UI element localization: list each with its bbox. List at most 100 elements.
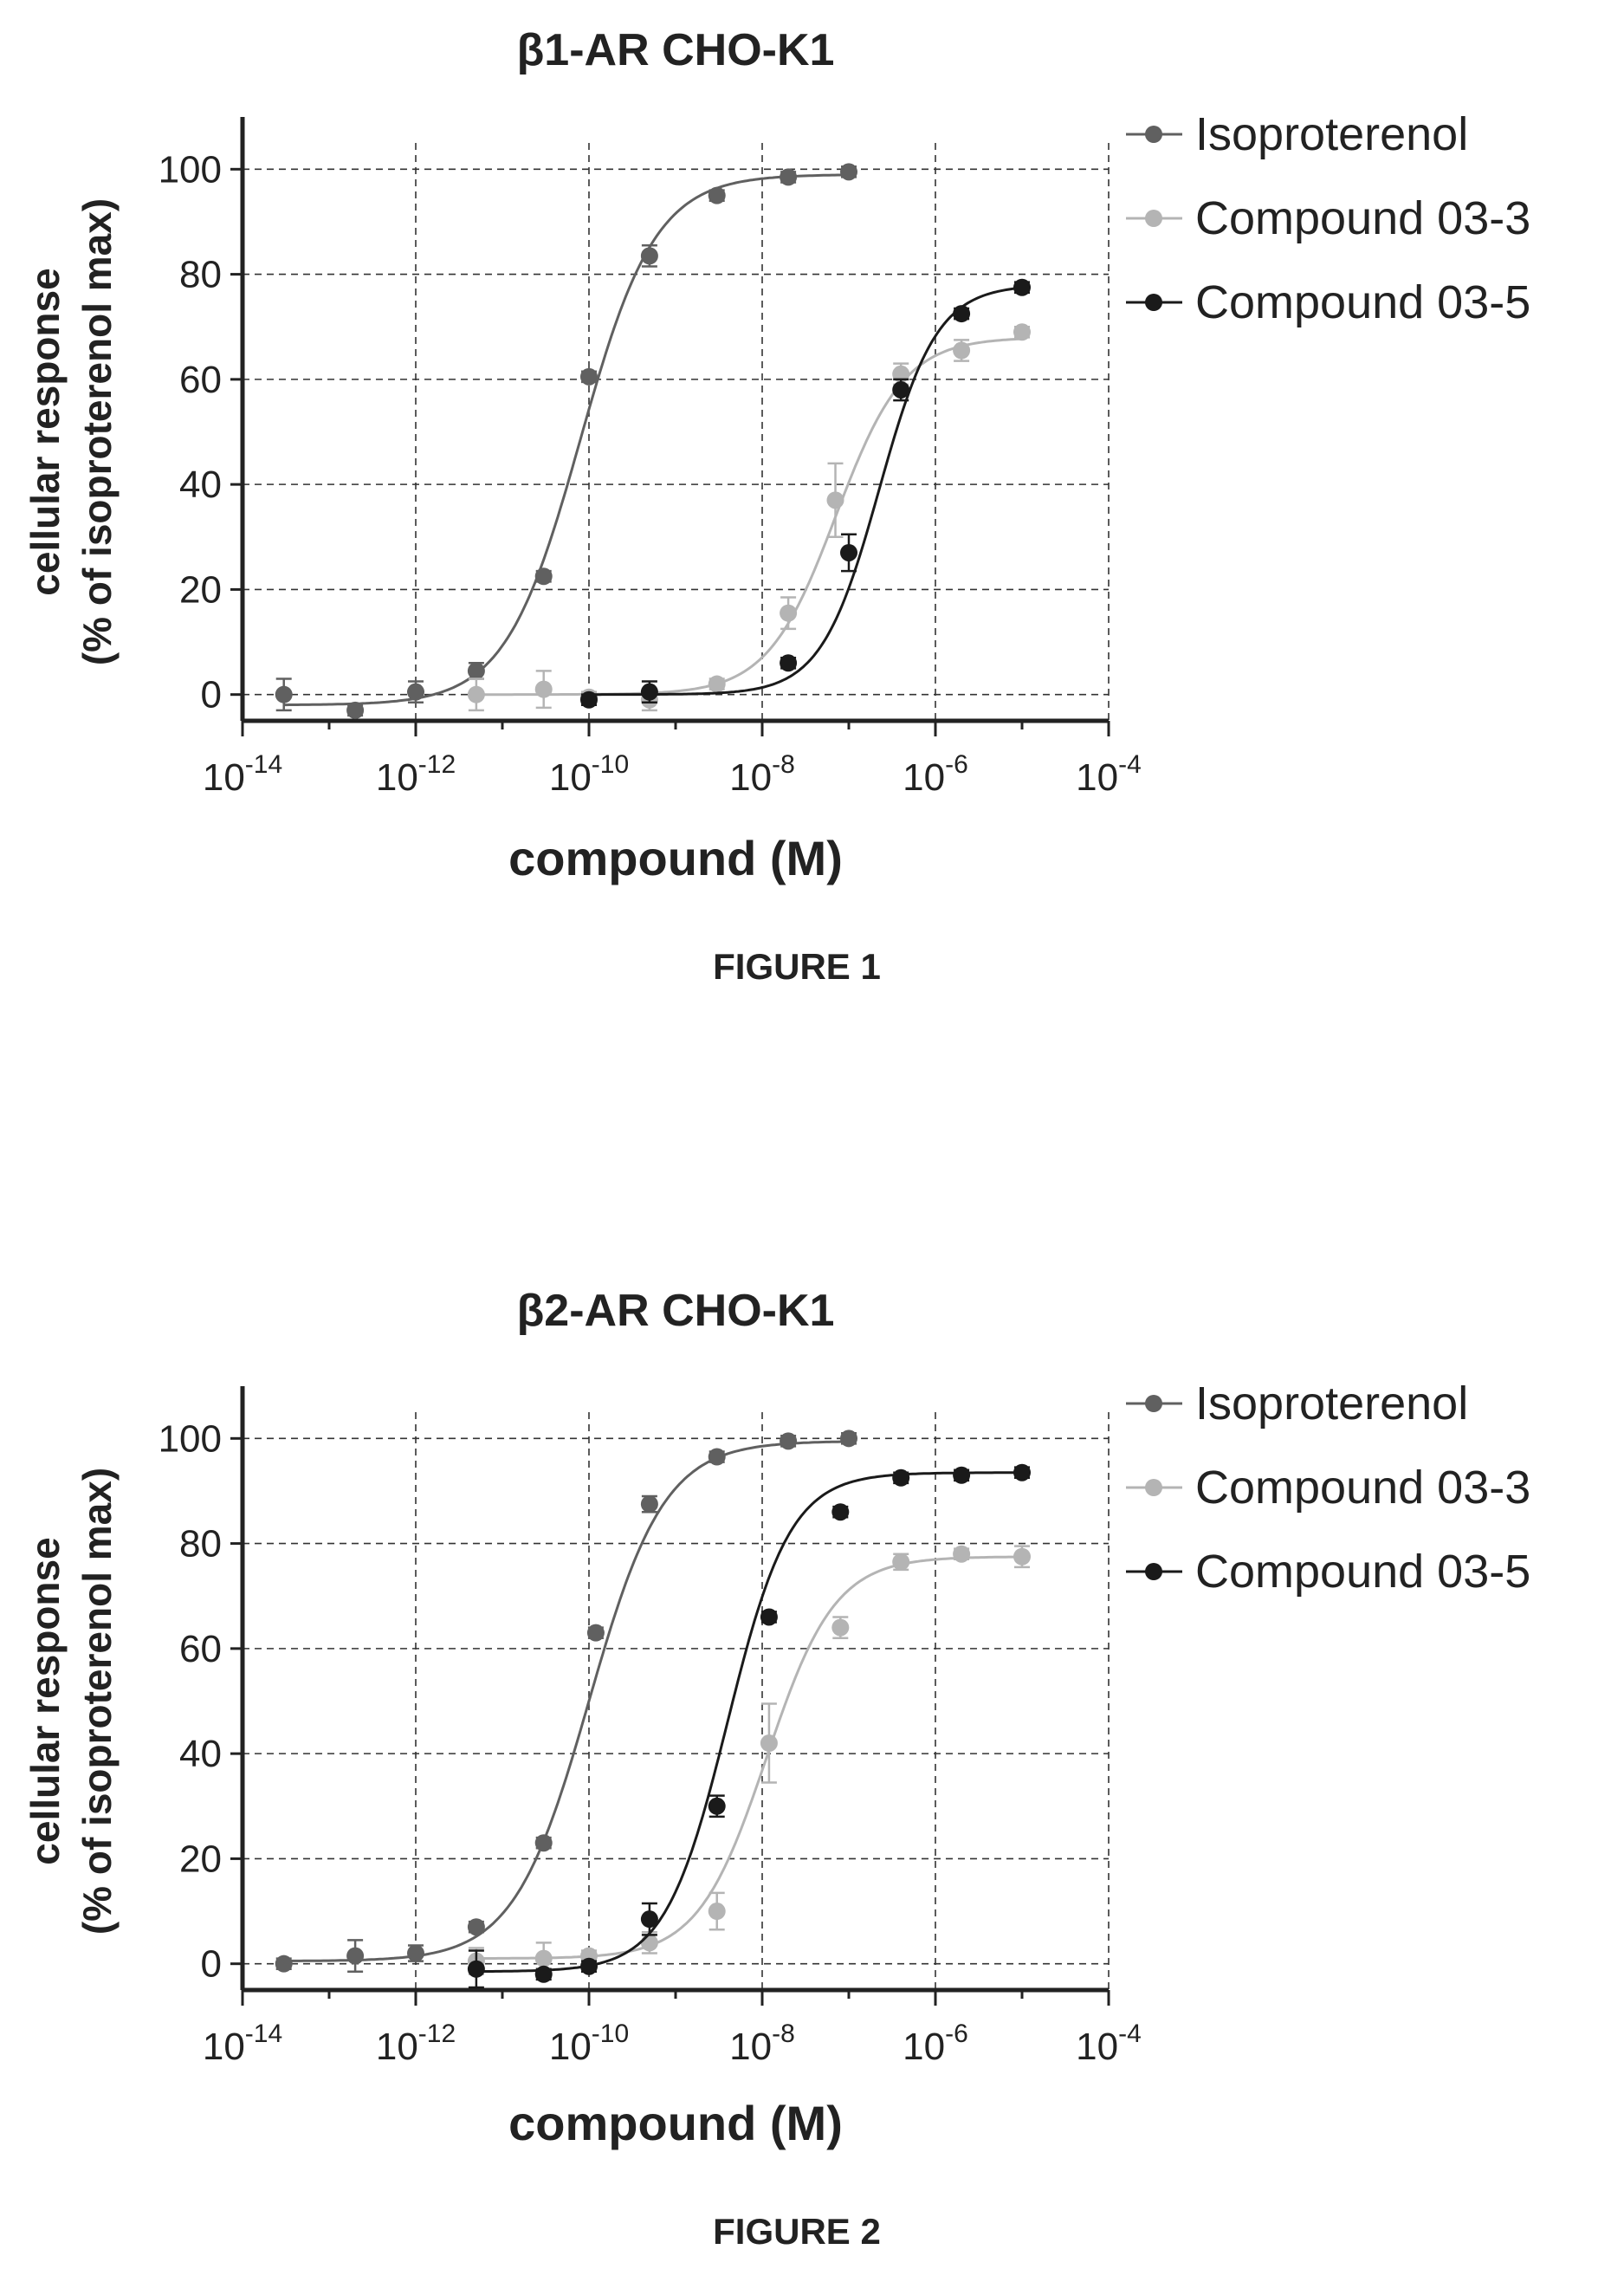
- y-tick-label: 60: [179, 359, 222, 401]
- data-point: [760, 1734, 778, 1753]
- data-point: [467, 1918, 485, 1936]
- data-point: [346, 701, 365, 719]
- series-isoproterenol: [275, 1429, 857, 1974]
- fit-curve: [476, 337, 1023, 697]
- x-tick-label: 10-8: [729, 2019, 795, 2068]
- data-point: [640, 247, 658, 265]
- x-tick-label: 10-10: [549, 750, 629, 799]
- x-tick-label: 10-14: [203, 2019, 282, 2068]
- data-point: [640, 683, 658, 701]
- data-point: [640, 1910, 658, 1929]
- legend-item: Compound 03-3: [1126, 1462, 1530, 1514]
- legend-item: Isoproterenol: [1126, 108, 1468, 160]
- x-tick-label: 10-4: [1076, 2019, 1142, 2068]
- data-point: [407, 1944, 424, 1962]
- fit-curve: [283, 173, 849, 707]
- data-point: [780, 1432, 798, 1450]
- data-point: [708, 675, 726, 693]
- data-point: [760, 1608, 778, 1626]
- data-point: [831, 1618, 850, 1637]
- fit-curve: [283, 1440, 850, 1962]
- x-axis-label: compound (M): [508, 831, 843, 885]
- legend-label: Compound 03-5: [1195, 1546, 1530, 1598]
- data-point: [892, 380, 910, 399]
- x-tick-label: 10-8: [729, 750, 795, 799]
- series-compound-03-3: [467, 323, 1031, 712]
- data-point: [346, 1947, 365, 1965]
- data-point: [708, 186, 726, 204]
- figure-caption: FIGURE 1: [713, 946, 881, 987]
- data-point: [708, 1448, 726, 1466]
- legend-label: Compound 03-5: [1195, 276, 1530, 328]
- chart-1: β1-AR CHO-K1 0 20 40 60 80 100 10-14 10-12 10-10 1…: [23, 25, 1530, 987]
- fit-curve: [476, 1555, 1022, 1960]
- legend-item: Compound 03-5: [1126, 1546, 1530, 1598]
- legend-label: Compound 03-3: [1195, 192, 1530, 244]
- legend-marker: [1145, 1479, 1162, 1496]
- data-point: [780, 168, 798, 186]
- series-compound-03-5: [467, 1463, 1031, 1989]
- data-point: [534, 680, 553, 698]
- y-tick-label: 0: [201, 674, 222, 716]
- x-tick-label: 10-10: [549, 2019, 629, 2068]
- data-point: [708, 1797, 726, 1815]
- y-tick-label: 100: [159, 148, 222, 191]
- x-tick-label: 10-14: [203, 750, 282, 799]
- y-tick-label: 60: [179, 1628, 222, 1670]
- legend-label: Isoproterenol: [1195, 108, 1468, 160]
- chart-title: β2-AR CHO-K1: [517, 1286, 835, 1336]
- legend-label: Isoproterenol: [1195, 1378, 1468, 1429]
- series-compound-03-3: [467, 1545, 1031, 1976]
- data-point: [826, 491, 844, 509]
- data-point: [534, 1834, 553, 1852]
- data-point: [534, 567, 553, 586]
- data-point: [1013, 323, 1031, 341]
- data-point: [1013, 1547, 1031, 1566]
- data-point: [586, 1624, 605, 1642]
- y-tick-label: 40: [179, 464, 222, 506]
- y-axis-label-line2: (% of isoproterenol max): [74, 1468, 120, 1935]
- data-point: [1013, 278, 1031, 296]
- data-point: [580, 367, 598, 386]
- data-point: [467, 1960, 485, 1978]
- x-tick-label: 10-6: [903, 2019, 968, 2068]
- data-point: [467, 685, 485, 703]
- fit-curve: [476, 1471, 1022, 1974]
- data-point: [275, 685, 293, 703]
- legend-label: Compound 03-3: [1195, 1462, 1530, 1514]
- data-point: [953, 1545, 971, 1563]
- y-tick-label: 0: [201, 1943, 222, 1986]
- data-point: [467, 662, 485, 680]
- data-point: [640, 1934, 658, 1952]
- x-tick-label: 10-4: [1076, 750, 1142, 799]
- data-point: [407, 683, 424, 701]
- legend-marker: [1145, 210, 1162, 227]
- series-isoproterenol: [275, 163, 857, 719]
- y-tick-label: 100: [159, 1417, 222, 1460]
- fit-curve: [589, 286, 1023, 697]
- chart-2: β2-AR CHO-K1 0 20 40 60 80 100 10-14 10-12 10-10 1…: [23, 1286, 1530, 2252]
- x-tick-label: 10-12: [376, 750, 456, 799]
- series-compound-03-5: [580, 278, 1031, 709]
- legend-marker: [1145, 294, 1162, 311]
- data-point: [780, 654, 798, 672]
- legend-marker: [1145, 1395, 1162, 1412]
- y-tick-label: 80: [179, 1523, 222, 1566]
- x-tick-label: 10-6: [903, 750, 968, 799]
- data-point: [640, 1495, 658, 1514]
- legend-marker: [1145, 126, 1162, 143]
- data-point: [892, 1553, 910, 1571]
- data-point: [1013, 1463, 1031, 1481]
- data-point: [275, 1955, 293, 1973]
- data-point: [780, 604, 798, 622]
- data-point: [953, 1466, 971, 1484]
- legend-item: Isoproterenol: [1126, 1378, 1468, 1429]
- data-point: [892, 1468, 910, 1487]
- data-point: [534, 1949, 553, 1968]
- data-point: [840, 1429, 857, 1448]
- figure-caption: FIGURE 2: [713, 2211, 881, 2252]
- legend-item: Compound 03-3: [1126, 192, 1530, 244]
- x-tick-label: 10-12: [376, 2019, 456, 2068]
- data-point: [831, 1503, 850, 1521]
